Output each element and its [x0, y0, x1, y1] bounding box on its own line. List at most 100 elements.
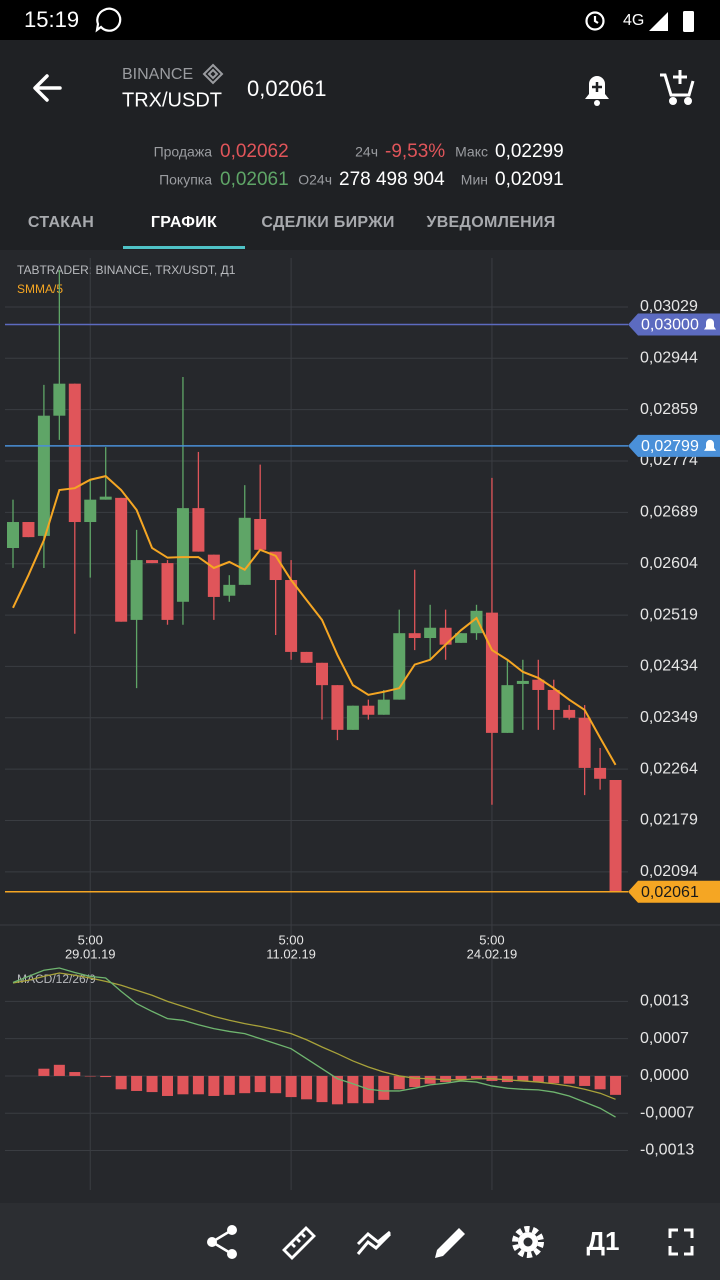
- candle-body: [207, 554, 220, 597]
- histogram-bar: [610, 1075, 622, 1095]
- candle-body: [316, 662, 328, 686]
- candle-body: [578, 717, 591, 768]
- histogram-bar: [455, 1075, 467, 1080]
- y-tick-label: 0,0007: [640, 1030, 689, 1047]
- candle-body: [424, 627, 437, 639]
- y-tick-label: 0,02519: [640, 606, 698, 623]
- macd-line: [12, 967, 616, 1118]
- indicators-button[interactable]: [356, 1230, 392, 1255]
- y-tick-label: 0,02179: [640, 812, 698, 829]
- y-tick-label: 0,0013: [640, 993, 689, 1010]
- alert-button[interactable]: [585, 76, 609, 106]
- share-button[interactable]: [207, 1225, 237, 1259]
- exchange-logo: [202, 63, 224, 85]
- sell-price: 0,02062: [220, 141, 289, 162]
- macd: [12, 967, 622, 1118]
- tab[interactable]: УВЕДОМЛЕНИЯ: [426, 214, 555, 231]
- low-label: Мин: [461, 172, 488, 188]
- draw-button[interactable]: [435, 1228, 465, 1258]
- histogram-bar: [548, 1075, 560, 1084]
- settings-button[interactable]: [512, 1226, 544, 1258]
- candle-body: [563, 709, 576, 718]
- candle-body: [53, 383, 66, 416]
- signal-line: [12, 972, 616, 1100]
- candle-body: [362, 705, 375, 715]
- exchange-name: BINANCE: [122, 66, 193, 83]
- y-tick-label: -0,0007: [640, 1104, 694, 1121]
- y-tick-label: 0,02349: [640, 709, 698, 726]
- candle-body: [7, 522, 19, 548]
- candle-body: [84, 499, 97, 523]
- histogram-bar: [594, 1075, 606, 1090]
- candle-body: [130, 560, 143, 620]
- candle-body: [377, 699, 390, 715]
- y-tick-label: 0,02689: [640, 504, 698, 521]
- candle-body: [408, 633, 421, 639]
- candle-body: [99, 496, 112, 500]
- tab[interactable]: СТАКАН: [28, 214, 94, 231]
- candle-body: [68, 383, 81, 523]
- fullscreen-button[interactable]: [668, 1228, 694, 1256]
- candle-body: [161, 563, 174, 620]
- messenger-icon: [95, 7, 122, 33]
- histogram-bar: [115, 1075, 127, 1090]
- x-tick-date: 29.01.19: [65, 946, 116, 961]
- histogram-bar: [254, 1075, 266, 1093]
- candle-body: [609, 780, 622, 892]
- tab[interactable]: ГРАФИК: [151, 214, 217, 231]
- volume-label: О24ч: [298, 172, 332, 188]
- tab-bar: СТАКАН ГРАФИК СДЕЛКИ БИРЖИ УВЕДОМЛЕНИЯ: [28, 214, 555, 249]
- y-tick-label: 0,02859: [640, 401, 698, 418]
- legend-entry: SMMA/5: [17, 282, 63, 296]
- histogram-bar: [471, 1075, 482, 1079]
- tab-indicator: [123, 246, 245, 249]
- x-tick-label: 5:00: [479, 932, 504, 947]
- histogram-bar: [192, 1075, 204, 1095]
- add-to-watchlist-button[interactable]: [660, 70, 695, 105]
- y-tick-label: 0,02944: [640, 350, 698, 367]
- histogram-bar: [532, 1075, 544, 1083]
- histogram-bar: [84, 1075, 96, 1077]
- low-value: 0,02091: [495, 169, 564, 190]
- tab[interactable]: СДЕЛКИ БИРЖИ: [261, 214, 394, 231]
- back-button[interactable]: [33, 74, 62, 102]
- chart-area: [0, 250, 720, 1203]
- histogram-bar: [331, 1075, 343, 1105]
- ruler-button[interactable]: [282, 1226, 316, 1260]
- buy-price: 0,02061: [220, 169, 289, 190]
- price-tag: [628, 880, 720, 903]
- y-tick-label: 0,02264: [640, 760, 698, 777]
- timeframe-button[interactable]: Д1: [587, 1226, 620, 1256]
- candle-body: [439, 627, 452, 645]
- last-price: 0,02061: [247, 76, 327, 101]
- candle-body: [331, 685, 344, 730]
- signal-icon: [649, 12, 668, 31]
- status-time: 15:19: [24, 7, 79, 32]
- candles: [7, 270, 622, 892]
- histogram-bar: [208, 1075, 220, 1096]
- candle-body: [176, 508, 189, 602]
- price-tag-label: 0,02799: [641, 438, 699, 455]
- x-tick-date: 24.02.19: [467, 946, 518, 961]
- pair-name: TRX/USDT: [122, 89, 222, 111]
- histogram-bar: [177, 1075, 189, 1095]
- y-tick-label: -0,0013: [640, 1142, 694, 1159]
- alert-icon: [704, 439, 716, 451]
- histogram-bar: [38, 1068, 50, 1076]
- candle-body: [594, 767, 607, 779]
- histogram-bar: [146, 1075, 158, 1093]
- histogram-bar: [285, 1075, 297, 1098]
- candle-body: [254, 519, 267, 550]
- price-tag-label: 0,03000: [641, 317, 699, 334]
- y-tick-label: 0,02604: [640, 555, 698, 572]
- candle-body: [485, 612, 498, 733]
- status-network: 4G: [623, 12, 644, 29]
- histogram-bar: [69, 1072, 81, 1076]
- histogram-bar: [131, 1075, 143, 1091]
- indicator-line: [12, 475, 617, 766]
- candle-body: [115, 497, 128, 622]
- candle-body: [470, 610, 483, 634]
- candle-body: [346, 705, 359, 730]
- histogram-bar: [424, 1075, 436, 1084]
- y-tick-label: 0,0000: [640, 1067, 689, 1084]
